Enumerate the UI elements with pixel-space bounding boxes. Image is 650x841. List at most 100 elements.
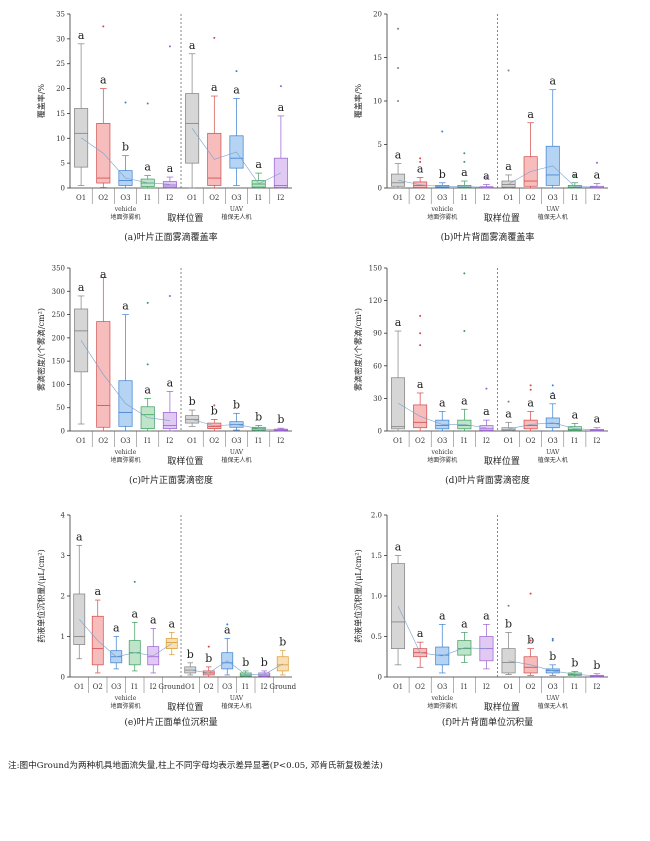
group-label-zh: 地面弥雾机 (110, 213, 140, 221)
significance-letter: a (594, 169, 601, 182)
box-i2: a I2 (162, 45, 177, 202)
y-tick-label: 100 (52, 381, 65, 389)
significance-letter: a (483, 405, 490, 418)
y-tick-label: 20 (56, 85, 65, 93)
trend-line (191, 128, 282, 185)
y-tick-label: 5 (378, 141, 382, 149)
y-tick-label: 0 (61, 674, 65, 682)
category-label: I1 (571, 437, 578, 445)
box-ground: b Ground (269, 636, 296, 691)
significance-letter: a (417, 378, 424, 391)
y-tick-label: 35 (56, 11, 65, 19)
box-o1: a O1 (74, 281, 93, 447)
significance-letter: b (211, 404, 218, 417)
box-o2: a O2 (207, 36, 226, 204)
box-o1: a O1 (73, 530, 89, 693)
outlier-point (397, 100, 400, 102)
outlier-point (226, 623, 229, 626)
category-label: I2 (593, 683, 600, 691)
outlier-point (573, 174, 576, 177)
y-tick-label: 150 (52, 358, 65, 366)
category-label: Ground (269, 683, 296, 691)
group-label-en: vehicle (114, 449, 137, 456)
y-axis-label: 覆盖率/% (353, 83, 363, 118)
significance-letter: a (100, 268, 107, 281)
trend-line (79, 619, 172, 658)
panel-caption: (e)叶片正面单位沉积量 (124, 716, 217, 728)
category-label: O1 (503, 194, 513, 202)
category-label: O2 (526, 683, 536, 691)
outlier-point (507, 400, 510, 403)
significance-letter: b (549, 650, 556, 663)
category-label: I2 (593, 194, 600, 202)
box-i2: a I2 (147, 613, 163, 693)
x-axis-title: 取样位置 (484, 212, 520, 224)
box-i2: b I2 (273, 413, 288, 445)
outlier-point (507, 69, 510, 72)
significance-letter: a (505, 407, 512, 420)
y-tick-label: 350 (52, 265, 65, 273)
significance-letter: b (593, 659, 600, 672)
group-label-en: vehicle (430, 695, 453, 702)
category-label: I1 (144, 194, 151, 202)
category-label: I2 (150, 683, 157, 691)
significance-letter: a (78, 29, 85, 42)
panel-caption: (c)叶片正面雾滴密度 (129, 474, 213, 486)
category-label: I2 (166, 194, 173, 202)
significance-letter: a (439, 396, 446, 409)
outlier-point (146, 102, 149, 105)
box-o3: b O3 (435, 130, 454, 204)
outlier-point (207, 645, 210, 648)
box-i1: a I1 (457, 272, 476, 447)
box-o1: b O1 (501, 604, 520, 693)
significance-letter: a (549, 75, 556, 88)
box-i1: a I1 (251, 158, 271, 204)
y-tick-label: 1.5 (371, 552, 382, 560)
y-tick-label: 90 (373, 330, 382, 338)
category-label: O3 (231, 194, 241, 202)
box-o1: a O1 (391, 541, 410, 693)
outlier-point (146, 301, 149, 304)
significance-letter: b (261, 656, 268, 669)
box-i2: a I2 (273, 85, 288, 202)
trend-line (397, 179, 487, 188)
group-label-en: UAV (546, 449, 560, 456)
outlier-point (529, 388, 532, 391)
y-tick-label: 10 (373, 98, 382, 106)
significance-letter: a (417, 627, 424, 640)
category-label: I1 (255, 437, 262, 445)
footnote: 注:图中Ground为两种机具地面流失量,柱上不同字母均表示差异显著(P<0.0… (8, 759, 383, 771)
panel-caption: (a)叶片正面雾滴覆盖率 (124, 231, 217, 243)
significance-letter: b (242, 656, 249, 669)
outlier-point (419, 344, 422, 347)
box-o2: a O2 (413, 314, 432, 447)
significance-letter: a (167, 162, 174, 175)
y-tick-label: 50 (56, 404, 65, 412)
trend-line (508, 422, 597, 431)
y-tick-label: 20 (373, 11, 382, 19)
significance-letter: a (505, 160, 512, 173)
box-o1: a O1 (185, 39, 204, 204)
box-iqr (162, 412, 177, 430)
box-i2: b I2 (589, 659, 604, 691)
category-label: I1 (461, 194, 468, 202)
significance-letter: a (224, 624, 231, 637)
group-label-zh: 植保无人机 (221, 213, 251, 221)
box-o1: a O1 (501, 400, 520, 447)
y-tick-label: 4 (61, 512, 66, 520)
category-label: O2 (93, 683, 103, 691)
significance-letter: a (572, 168, 579, 181)
category-label: I1 (571, 194, 578, 202)
trend-line (192, 419, 281, 431)
category-label: O2 (526, 194, 536, 202)
group-label-zh: 地面弥雾机 (427, 213, 457, 221)
category-label: O2 (209, 437, 219, 445)
box-o2: a O2 (413, 627, 432, 693)
category-label: O2 (98, 437, 108, 445)
category-label: O1 (503, 683, 513, 691)
significance-letter: a (439, 609, 446, 622)
y-tick-label: 30 (373, 395, 382, 403)
y-tick-label: 120 (369, 297, 382, 305)
